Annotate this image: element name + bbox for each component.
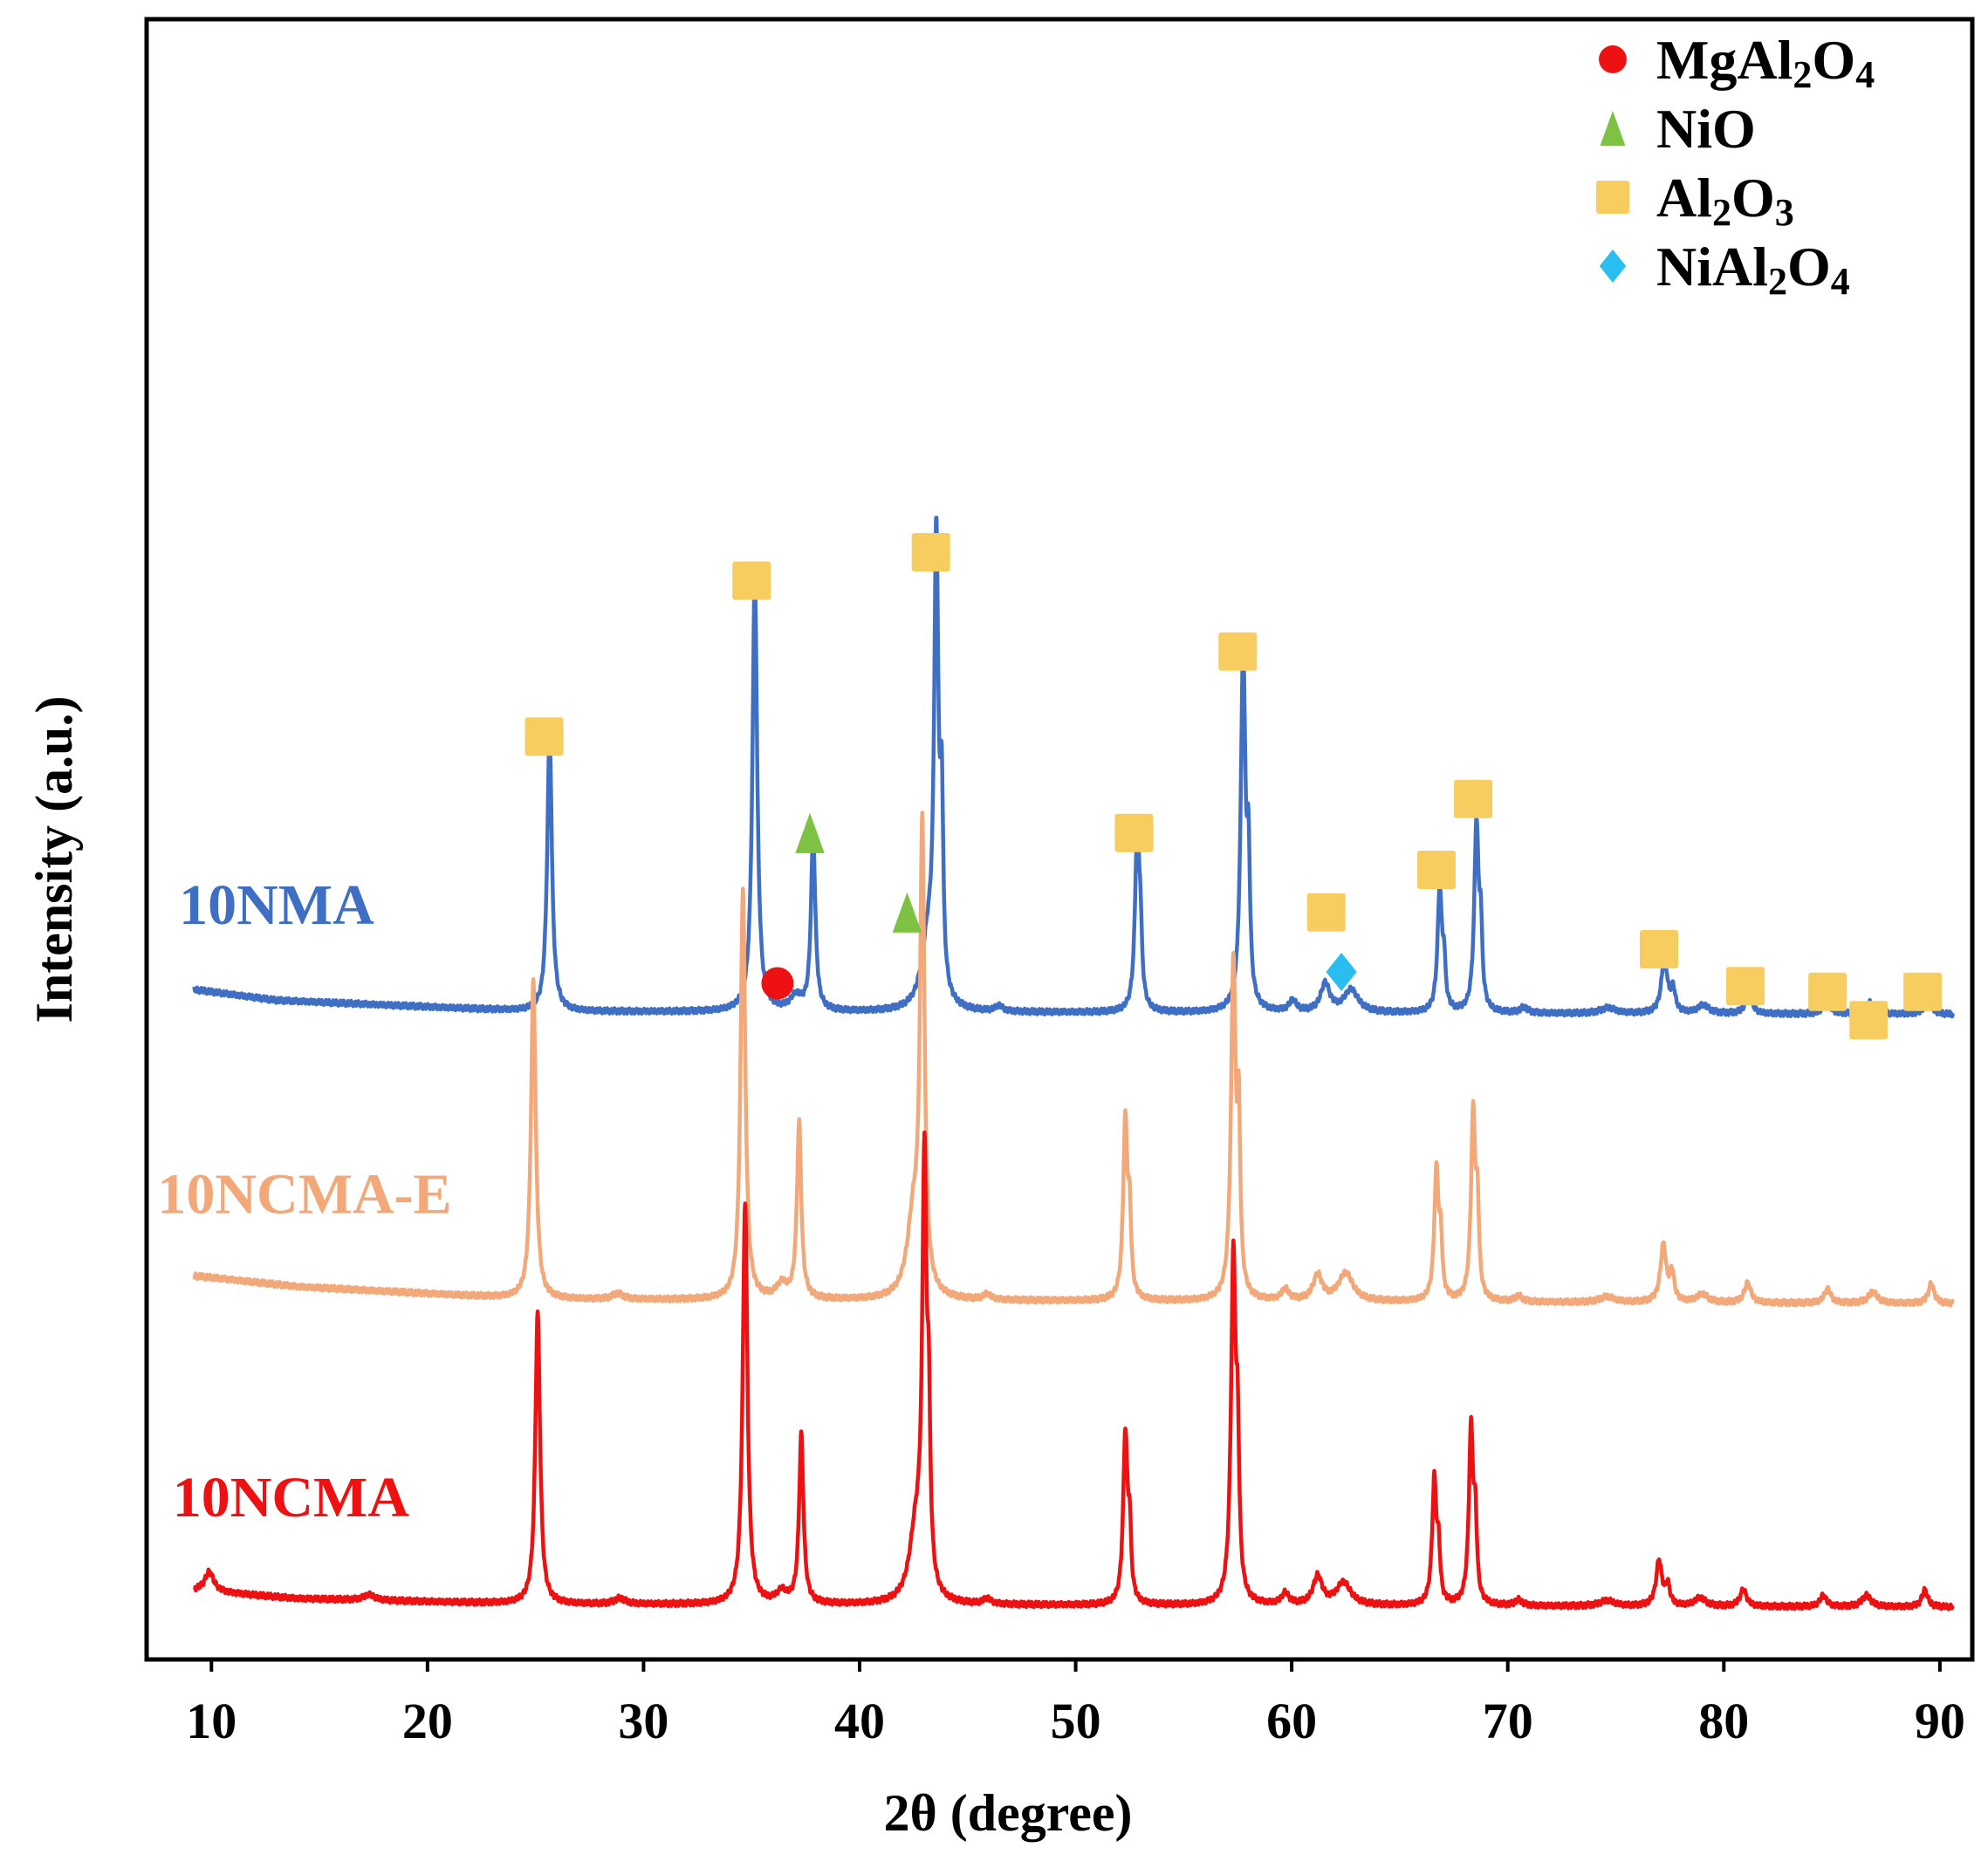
x-tick-label: 80 bbox=[1698, 1693, 1749, 1749]
x-tick-label: 30 bbox=[618, 1693, 668, 1749]
legend-label-mgal2o4: MgAl2O4 bbox=[1656, 29, 1875, 96]
legend-label-nio: NiO bbox=[1656, 98, 1756, 160]
nial2o4-peak-marker bbox=[1326, 953, 1357, 991]
nio-peak-marker bbox=[795, 812, 825, 853]
series-line-10ncma bbox=[192, 1130, 1955, 1611]
al2o3-peak-marker bbox=[1808, 972, 1847, 1011]
legend-nial2o4-icon bbox=[1599, 250, 1627, 283]
al2o3-peak-marker bbox=[1640, 930, 1679, 968]
x-axis-title: 2θ (degree) bbox=[883, 1784, 1132, 1842]
series-line-10ncma-e bbox=[192, 811, 1955, 1308]
legend-label-al2o3: Al2O3 bbox=[1656, 167, 1794, 234]
x-tick-label: 40 bbox=[834, 1693, 885, 1749]
al2o3-peak-marker bbox=[911, 533, 950, 571]
legend-label-nial2o4: NiAl2O4 bbox=[1656, 236, 1850, 303]
al2o3-peak-marker bbox=[732, 561, 771, 600]
x-tick-label: 50 bbox=[1051, 1693, 1101, 1749]
al2o3-peak-marker bbox=[1726, 967, 1765, 1006]
series-label-10ncma: 10NCMA bbox=[173, 1466, 410, 1529]
x-tick-label: 10 bbox=[186, 1693, 237, 1749]
phase-marker-layer bbox=[524, 533, 1943, 1040]
series-label-10nma: 10NMA bbox=[179, 873, 374, 937]
x-tick-label: 60 bbox=[1266, 1693, 1317, 1749]
legend-nio-icon bbox=[1600, 111, 1626, 146]
legend-al2o3-icon bbox=[1596, 181, 1629, 214]
x-axis-ticks: 10 20 30 40 50 60 70 80 90 bbox=[186, 1659, 1965, 1749]
series-line-10nma bbox=[192, 516, 1955, 1019]
al2o3-peak-marker bbox=[1218, 632, 1258, 671]
al2o3-peak-marker bbox=[1903, 972, 1943, 1011]
plot-frame bbox=[144, 17, 1975, 1662]
al2o3-peak-marker bbox=[1849, 1001, 1889, 1040]
legend-mgal2o4-icon bbox=[1599, 45, 1627, 73]
nio-peak-marker bbox=[892, 892, 922, 933]
series-label-10ncma-e: 10NCMA-E bbox=[157, 1162, 451, 1226]
x-tick-label: 90 bbox=[1915, 1693, 1965, 1749]
al2o3-peak-marker bbox=[1114, 813, 1154, 852]
y-axis-title: Intensity (a.u.) bbox=[25, 695, 83, 1023]
al2o3-peak-marker bbox=[1454, 779, 1493, 818]
al2o3-peak-marker bbox=[1306, 893, 1346, 932]
al2o3-peak-marker bbox=[524, 717, 564, 756]
series-label-layer: 10NMA 10NCMA-E 10NCMA bbox=[157, 873, 451, 1529]
x-tick-label: 20 bbox=[402, 1693, 453, 1749]
mgal2o4-peak-marker bbox=[761, 967, 794, 1000]
x-tick-label: 70 bbox=[1483, 1693, 1533, 1749]
series-layer bbox=[192, 516, 1955, 1611]
al2o3-peak-marker bbox=[1417, 851, 1457, 889]
